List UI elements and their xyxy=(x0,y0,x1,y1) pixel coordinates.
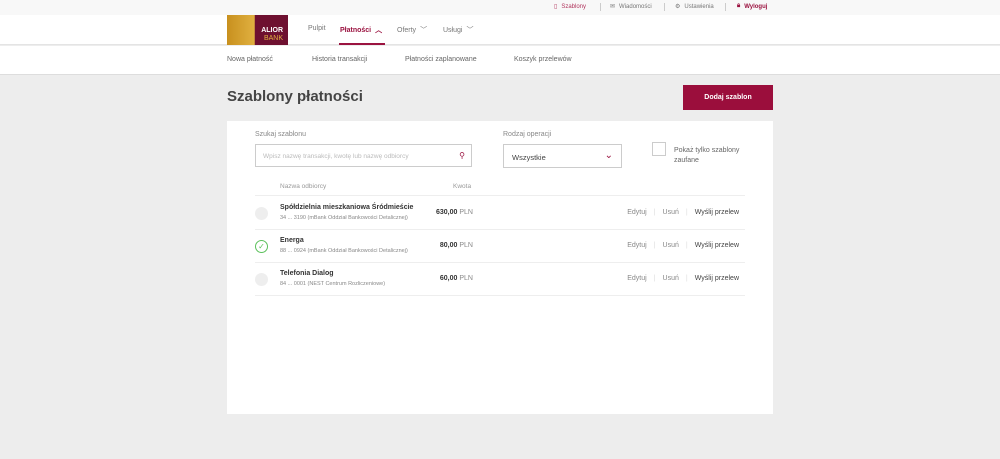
amount: 80,00 PLN xyxy=(439,242,473,249)
sub-navigation: Nowa płatność Historia transakcji Płatno… xyxy=(0,46,1000,75)
divider: | xyxy=(685,209,688,216)
delete-link[interactable]: Usuń xyxy=(662,242,679,249)
templates-link[interactable]: ▯ Szablony xyxy=(554,3,586,11)
top-utility-bar: ▯ Szablony ✉ Wiadomości ⚙ Ustawienia 🔒︎ Wylo… xyxy=(0,0,1000,15)
nav-oferty[interactable]: Oferty ﹀ xyxy=(397,26,428,35)
trusted-check-icon[interactable]: ✓ xyxy=(255,240,268,253)
untrusted-check-icon[interactable] xyxy=(255,207,268,220)
send-transfer-link[interactable]: Wyślij przelew xyxy=(694,242,739,249)
nav-pulpit[interactable]: Pulpit xyxy=(308,25,326,32)
add-template-button[interactable]: Dodaj szablon xyxy=(683,85,773,110)
table-row: Telefonia Dialog 84 ... 0001 (NEST Centr… xyxy=(255,263,745,296)
chevron-down-icon: ﹀ xyxy=(420,27,428,34)
divider: | xyxy=(685,242,688,249)
recipient-name: Spółdzielnia mieszkaniowa Śródmieście xyxy=(280,204,414,211)
amount: 630,00 PLN xyxy=(436,209,473,216)
account-number: 84 ... 0001 (NEST Centrum Rozliczeniowe) xyxy=(280,281,386,287)
nav-platnosci[interactable]: Płatności ︿ xyxy=(340,26,383,35)
lock-icon: 🔒︎ xyxy=(737,3,741,9)
gear-icon: ⚙ xyxy=(675,4,681,10)
divider: | xyxy=(653,209,656,216)
document-icon: ▯ xyxy=(554,4,558,10)
chevron-down-icon: ⌄ xyxy=(604,150,613,161)
col-amount: Kwota xyxy=(453,183,472,190)
edit-link[interactable]: Edytuj xyxy=(627,242,647,249)
templates-card: Szukaj szablonu Wpisz nazwę transakcji, … xyxy=(227,121,773,414)
messages-link[interactable]: ✉ Wiadomości xyxy=(610,3,652,11)
col-recipient-name: Nazwa odbiorcy xyxy=(280,183,327,190)
divider xyxy=(664,3,665,11)
recipient-name: Telefonia Dialog xyxy=(280,270,334,277)
edit-link[interactable]: Edytuj xyxy=(627,275,647,282)
page-title: Szablony płatności xyxy=(227,88,363,105)
main-header: ALIOR BANK Pulpit Płatności ︿ Oferty ﹀ Usłu… xyxy=(0,15,1000,45)
subnav-scheduled[interactable]: Płatności zaplanowane xyxy=(405,56,477,63)
send-transfer-link[interactable]: Wyślij przelew xyxy=(694,275,739,282)
table-row: ✓ Energa 88 ... 0924 (mBank Oddział Bank… xyxy=(255,230,745,263)
recipient-name: Energa xyxy=(280,237,304,244)
envelope-icon: ✉ xyxy=(610,4,616,10)
operation-type-label: Rodzaj operacji xyxy=(503,131,552,138)
alior-bank-logo[interactable]: ALIOR BANK xyxy=(227,15,288,45)
account-number: 34 ... 3190 (mBank Oddział Bankowości De… xyxy=(280,215,408,221)
untrusted-check-icon[interactable] xyxy=(255,273,268,286)
search-input[interactable]: Wpisz nazwę transakcji, kwotę lub nazwę … xyxy=(255,144,472,167)
divider xyxy=(725,3,726,11)
delete-link[interactable]: Usuń xyxy=(662,275,679,282)
account-number: 88 ... 0924 (mBank Oddział Bankowości De… xyxy=(280,248,408,254)
operation-type-select[interactable]: Wszystkie ⌄ xyxy=(503,144,622,168)
row-actions: Edytuj | Usuń | Wyślij przelew xyxy=(627,275,739,282)
table-row: Spółdzielnia mieszkaniowa Śródmieście 34… xyxy=(255,197,745,230)
search-icon[interactable]: ⚲ xyxy=(459,151,465,160)
delete-link[interactable]: Usuń xyxy=(662,209,679,216)
send-transfer-link[interactable]: Wyślij przelew xyxy=(694,209,739,216)
amount: 60,00 PLN xyxy=(439,275,473,282)
logout-link[interactable]: 🔒︎ Wyloguj xyxy=(737,3,768,10)
edit-link[interactable]: Edytuj xyxy=(627,209,647,216)
active-nav-indicator xyxy=(339,43,385,45)
chevron-down-icon: ﹀ xyxy=(466,27,474,34)
subnav-history[interactable]: Historia transakcji xyxy=(312,56,368,63)
search-label: Szukaj szablonu xyxy=(255,131,306,138)
subnav-new-payment[interactable]: Nowa płatność xyxy=(227,56,273,63)
settings-link[interactable]: ⚙ Ustawienia xyxy=(675,3,714,11)
divider: | xyxy=(685,275,688,282)
trusted-only-label: Pokaż tylko szablony zaufane xyxy=(674,147,740,164)
row-actions: Edytuj | Usuń | Wyślij przelew xyxy=(627,209,739,216)
nav-uslugi[interactable]: Usługi ﹀ xyxy=(443,26,474,35)
divider: | xyxy=(653,275,656,282)
divider: | xyxy=(653,242,656,249)
table-header: Nazwa odbiorcy Kwota xyxy=(255,181,745,196)
chevron-up-icon: ︿ xyxy=(375,27,383,34)
subnav-basket[interactable]: Koszyk przelewów xyxy=(514,56,572,63)
divider xyxy=(600,3,601,11)
trusted-only-checkbox[interactable] xyxy=(652,142,666,156)
row-actions: Edytuj | Usuń | Wyślij przelew xyxy=(627,242,739,249)
